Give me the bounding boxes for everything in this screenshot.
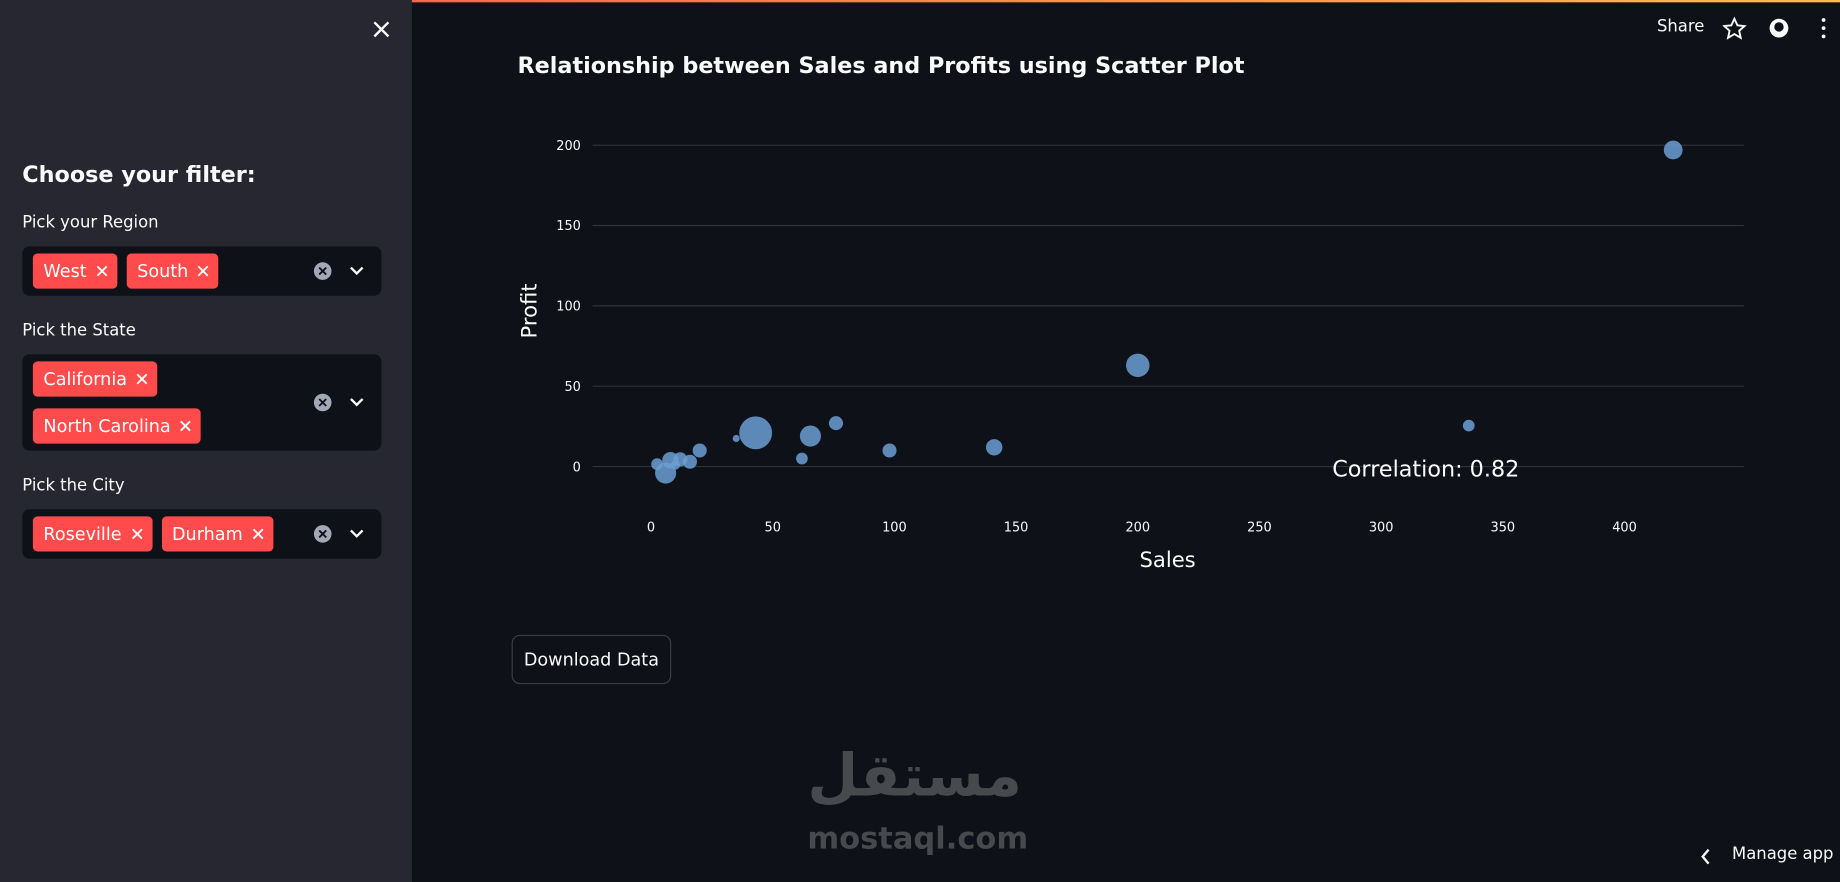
chart: Relationship between Sales and Profits u… bbox=[516, 53, 1744, 572]
x-tick-label: 350 bbox=[1491, 521, 1516, 536]
tag-remove-icon bbox=[131, 528, 143, 540]
x-tick-label: 150 bbox=[1004, 521, 1029, 536]
scatter-point bbox=[882, 443, 897, 458]
clear-icon[interactable] bbox=[313, 262, 332, 281]
y-tick-label: 150 bbox=[556, 219, 581, 234]
x-tick-label: 50 bbox=[764, 521, 780, 536]
tag[interactable]: West bbox=[32, 253, 118, 289]
x-tick-label: 400 bbox=[1612, 521, 1637, 536]
tag-text: Roseville bbox=[43, 523, 122, 545]
scatter-point bbox=[1126, 353, 1150, 378]
tag-remove-icon bbox=[96, 265, 108, 277]
toolbar-icons[interactable] bbox=[1722, 16, 1829, 42]
scatter-point bbox=[1462, 419, 1475, 432]
tag-remove bbox=[180, 420, 192, 432]
tag[interactable]: Roseville bbox=[32, 516, 153, 552]
top-bar bbox=[0, 0, 1840, 3]
chevron-icon bbox=[1701, 848, 1710, 865]
scatter-point bbox=[732, 434, 740, 442]
scatter-point bbox=[799, 425, 821, 447]
x-tick-label: 100 bbox=[882, 521, 907, 536]
tag[interactable]: North Carolina bbox=[32, 408, 202, 444]
filter-label: Pick the City bbox=[22, 476, 125, 496]
share-button[interactable]: Share bbox=[1656, 17, 1705, 37]
scatter-point bbox=[985, 439, 1003, 456]
sidebar: Choose your filter: Pick your Region West… bbox=[0, 0, 412, 882]
watermark-latin: mostaql.com bbox=[807, 821, 1029, 857]
manage-app[interactable]: Manage app bbox=[1732, 844, 1834, 864]
tag-remove bbox=[252, 528, 264, 540]
x-tick-label: 200 bbox=[1125, 521, 1150, 536]
tag-text: South bbox=[137, 260, 189, 282]
watermark-arabic: مستقل bbox=[807, 741, 1022, 810]
x-tick-label: 0 bbox=[647, 521, 655, 536]
tag[interactable]: Durham bbox=[161, 516, 274, 552]
download-button[interactable]: Download Data bbox=[511, 634, 672, 685]
multiselect[interactable]: California North Carolina bbox=[22, 354, 382, 451]
tag-list: West South bbox=[22, 246, 308, 295]
x-tick-label: 300 bbox=[1369, 521, 1394, 536]
y-tick-label: 0 bbox=[573, 460, 581, 475]
y-axis-label: Profit bbox=[516, 283, 541, 338]
clear-icon[interactable] bbox=[313, 393, 332, 412]
scatter-point bbox=[828, 416, 844, 431]
scatter-point bbox=[1663, 140, 1683, 160]
tag-remove bbox=[131, 528, 143, 540]
y-tick-label: 50 bbox=[564, 380, 580, 395]
y-tick-label: 200 bbox=[556, 139, 581, 154]
tag-text: West bbox=[43, 260, 87, 282]
close-sidebar[interactable] bbox=[371, 19, 392, 40]
y-tick-label: 100 bbox=[556, 300, 581, 315]
scatter-point bbox=[739, 416, 773, 450]
tag-remove bbox=[136, 373, 148, 385]
tag-text: North Carolina bbox=[43, 415, 171, 437]
filter-label: Pick the State bbox=[22, 321, 136, 341]
tag-remove-icon bbox=[180, 420, 192, 432]
select-icons bbox=[313, 262, 365, 281]
sidebar-heading: Choose your filter: bbox=[22, 161, 256, 188]
scatter-point bbox=[682, 454, 697, 469]
tag-remove-icon bbox=[198, 265, 209, 277]
tag-remove bbox=[198, 265, 209, 277]
tag-text: California bbox=[43, 368, 128, 390]
select-icons bbox=[313, 525, 365, 544]
tag-remove bbox=[96, 265, 108, 277]
annotation: Correlation: 0.82 bbox=[1332, 456, 1519, 482]
tag-remove-icon bbox=[136, 373, 148, 385]
x-axis-label: Sales bbox=[1140, 547, 1196, 572]
chart-title: Relationship between Sales and Profits u… bbox=[518, 53, 1245, 79]
tag-list: California North Carolina bbox=[22, 354, 308, 450]
scatter-point bbox=[692, 443, 707, 458]
select-icons bbox=[313, 393, 365, 412]
tag-list: Roseville Durham bbox=[22, 509, 308, 558]
tag-text: Durham bbox=[172, 523, 243, 545]
tag-remove-icon bbox=[252, 528, 264, 540]
dropdown-icon[interactable] bbox=[349, 397, 365, 409]
multiselect[interactable]: Roseville Durham bbox=[22, 509, 382, 559]
multiselect[interactable]: West South bbox=[22, 246, 382, 296]
dropdown-icon[interactable] bbox=[349, 528, 365, 540]
scatter-point bbox=[651, 458, 663, 471]
x-tick-label: 250 bbox=[1247, 521, 1272, 536]
filter-label: Pick your Region bbox=[22, 213, 159, 233]
tag[interactable]: California bbox=[32, 361, 158, 397]
scatter-point bbox=[670, 460, 681, 470]
scatter-point bbox=[796, 452, 808, 465]
clear-icon[interactable] bbox=[313, 525, 332, 544]
dropdown-icon[interactable] bbox=[349, 265, 365, 277]
tag[interactable]: South bbox=[126, 253, 219, 289]
